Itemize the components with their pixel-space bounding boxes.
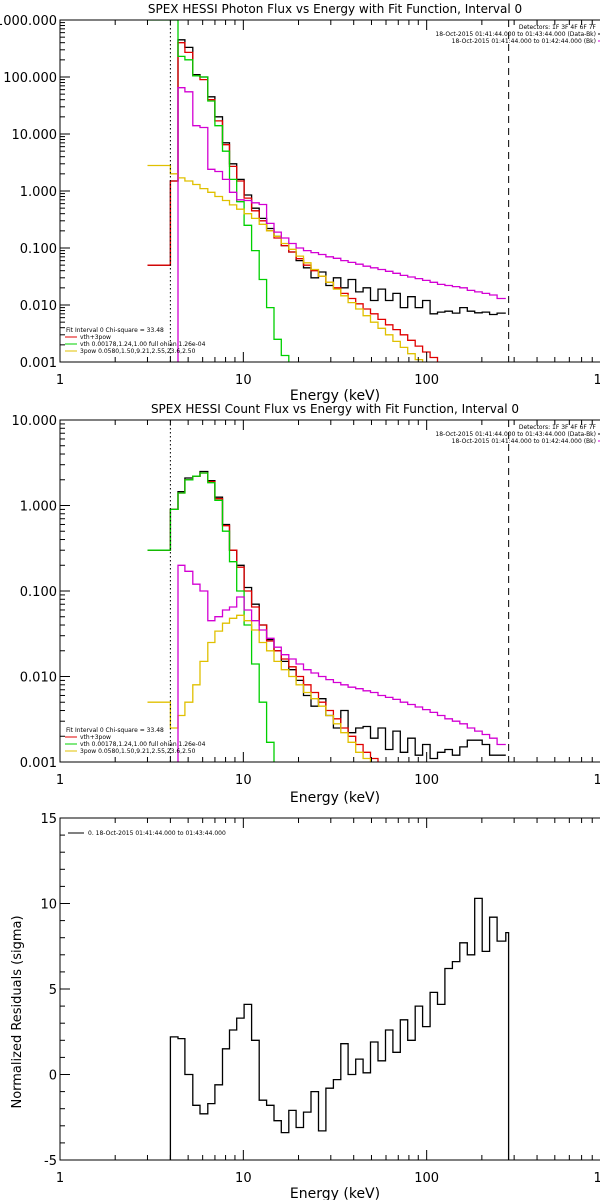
fit-legend-line: 3pow 0.0580,1.50,9.21,2.55,23.6,2.50 — [80, 748, 196, 755]
y-tick-label: 10 — [40, 898, 57, 913]
fit-legend-line: Fit Interval 0 Chi-square = 33.48 — [66, 327, 164, 334]
info-line: 18-Oct-2015 01:41:44.000 to 01:43:44.000… — [435, 31, 596, 38]
y-tick-label: 10.000 — [12, 414, 58, 429]
residuals-ylabel: Normalized Residuals (sigma) — [10, 915, 25, 1108]
y-tick-label: 0.100 — [20, 242, 57, 257]
y-tick-label: 15 — [40, 812, 57, 827]
y-tick-label: 10.000 — [12, 128, 58, 143]
x-tick-label: 1 — [56, 1171, 64, 1186]
fit-legend-line: vth+3pow — [80, 734, 111, 741]
info-line: 18-Oct-2015 01:41:44.000 to 01:43:44.000… — [435, 431, 596, 438]
residuals-panel: Energy (keV) Normalized Residuals (sigma… — [10, 812, 600, 1200]
residuals-xlabel: Energy (keV) — [290, 1186, 380, 1200]
series-1-line — [148, 473, 423, 766]
series-0-line — [148, 40, 506, 315]
x-tick-label: 10 — [235, 373, 252, 388]
fit-legend-line: vth 0.00178,1.24,1.00 full ohian 1.26e-0… — [80, 741, 206, 748]
count-flux-xlabel: Energy (keV) — [290, 790, 380, 806]
y-tick-label: 1.000 — [20, 185, 57, 200]
x-tick-label: 1 — [56, 773, 64, 788]
residuals-legend-text: 0. 18-Oct-2015 01:41:44.000 to 01:43:44.… — [88, 830, 226, 837]
x-tick-label: 1000 — [593, 373, 600, 388]
y-tick-label: 0.010 — [20, 671, 57, 686]
y-tick-label: 0.010 — [20, 299, 57, 314]
plot-area — [148, 420, 509, 766]
info-line: 18-Oct-2015 01:41:44.000 to 01:42:44.000… — [452, 438, 596, 445]
x-tick-label: 100 — [414, 373, 439, 388]
info-line: Detectors: 1F 3F 4F 6F 7F — [519, 424, 597, 431]
fit-legend-line: vth+3pow — [80, 334, 111, 341]
fit-legend-line: vth 0.00178,1.24,1.00 full ohian 1.26e-0… — [80, 341, 206, 348]
y-tick-label: 0.001 — [20, 756, 57, 771]
y-tick-label: 100.000 — [3, 71, 57, 86]
y-tick-label: 5 — [49, 983, 57, 998]
y-tick-label: 0.001 — [20, 356, 57, 371]
x-tick-label: 1000 — [593, 773, 600, 788]
y-tick-label: 1000.000 — [0, 14, 57, 29]
info-line: Detectors: 1F 3F 4F 6F 7F — [519, 24, 597, 31]
y-tick-label: 0.100 — [20, 585, 57, 600]
photon-flux-title: SPEX HESSI Photon Flux vs Energy with Fi… — [148, 2, 522, 16]
photon-flux-panel: SPEX HESSI Photon Flux vs Energy with Fi… — [0, 2, 600, 404]
count-flux-title: SPEX HESSI Count Flux vs Energy with Fit… — [151, 402, 519, 416]
x-tick-label: 10 — [235, 1171, 252, 1186]
count-flux-panel: SPEX HESSI Count Flux vs Energy with Fit… — [12, 402, 600, 806]
y-tick-label: 1.000 — [20, 500, 57, 515]
series-2-line — [148, 473, 289, 766]
x-tick-label: 100 — [414, 1171, 439, 1186]
plot-area — [148, 20, 509, 365]
series-0-line — [170, 898, 508, 1160]
x-tick-label: 10 — [235, 773, 252, 788]
fit-legend-line: Fit Interval 0 Chi-square = 33.48 — [66, 727, 164, 734]
series-4-line — [148, 565, 506, 766]
plot-frame — [60, 20, 600, 362]
y-tick-label: 0 — [49, 1069, 57, 1084]
fit-legend-line: 3pow 0.0580,1.50,9.21,2.55,23.6,2.50 — [80, 348, 196, 355]
series-1-line — [148, 43, 445, 365]
x-tick-label: 100 — [414, 773, 439, 788]
series-4-line — [148, 88, 506, 365]
x-tick-label: 1 — [56, 373, 64, 388]
y-tick-label: -5 — [44, 1154, 57, 1169]
info-line: 18-Oct-2015 01:41:44.000 to 01:42:44.000… — [452, 38, 596, 45]
plot-frame — [60, 818, 600, 1160]
plot-area — [170, 898, 508, 1160]
x-tick-label: 1000 — [593, 1171, 600, 1186]
